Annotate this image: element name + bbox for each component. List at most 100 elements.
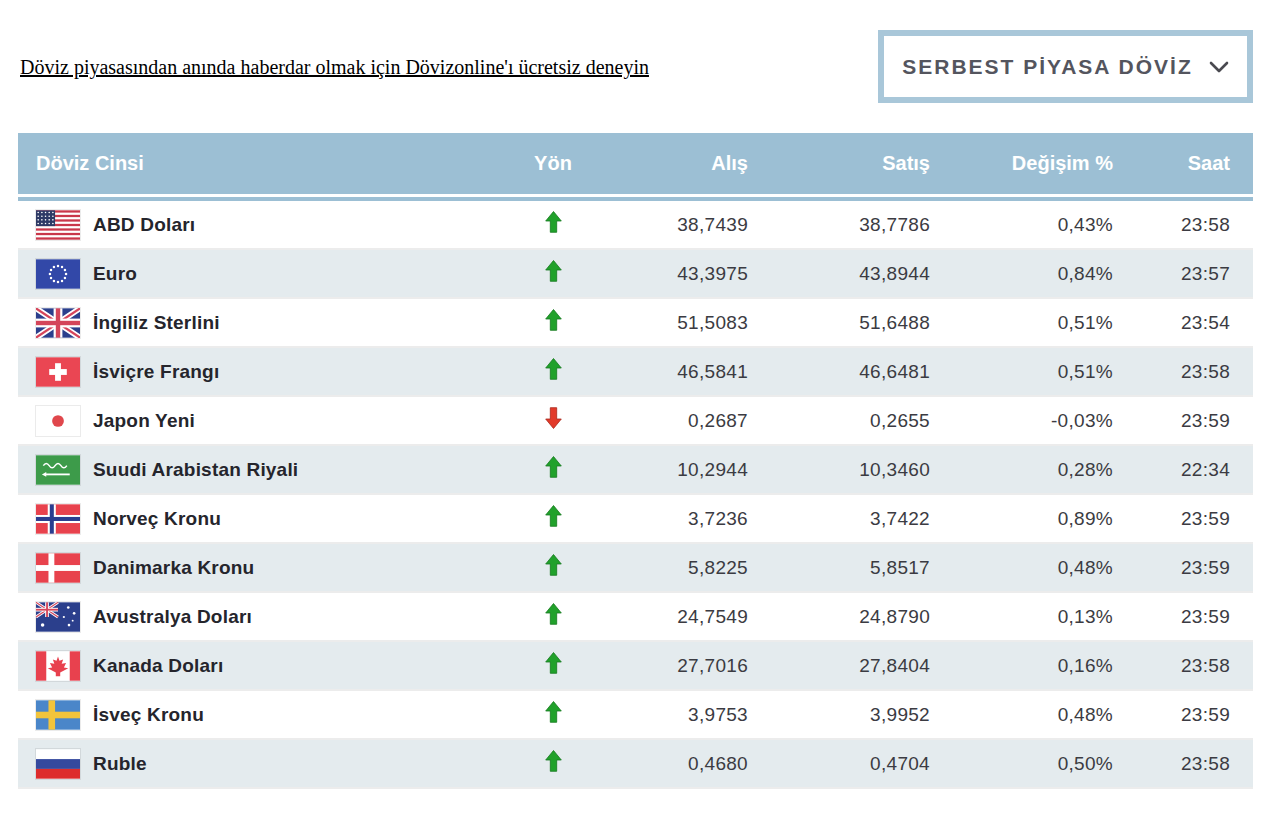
alis-cell: 38,7439 [628,197,748,250]
currency-name: Norveç Kronu [93,508,221,530]
table-row: Kanada Doları 27,7016 27,8404 0,16% 23:5… [18,642,1253,691]
currency-name: İngiliz Sterlini [93,312,220,334]
direction-cell [478,299,628,348]
currency-cell: Norveç Kronu [18,495,478,544]
saat-cell: 23:59 [1113,495,1253,544]
alis-cell: 3,9753 [628,691,748,740]
up-arrow-icon [545,260,562,282]
currency-cell: Danimarka Kronu [18,544,478,593]
satis-cell: 0,4704 [748,740,930,789]
degisim-cell: 0,84% [930,250,1113,299]
alis-cell: 27,7016 [628,642,748,691]
degisim-cell: -0,03% [930,397,1113,446]
currency-cell: Avustralya Doları [18,593,478,642]
table-row: Avustralya Doları 24,7549 24,8790 0,13% … [18,593,1253,642]
saat-cell: 23:59 [1113,544,1253,593]
saat-cell: 23:58 [1113,197,1253,250]
degisim-cell: 0,51% [930,299,1113,348]
flag-us-icon [36,210,80,240]
currency-name: İsveç Kronu [93,704,204,726]
currency-cell: ABD Doları [18,197,478,250]
direction-cell [478,495,628,544]
header-degisim: Değişim % [930,133,1113,197]
currency-cell: Euro [18,250,478,299]
degisim-cell: 0,50% [930,740,1113,789]
satis-cell: 46,6481 [748,348,930,397]
flag-ch-icon [36,357,80,387]
flag-dk-icon [36,553,80,583]
rates-table-container: Döviz Cinsi Yön Alış Satış Değişim % Saa… [18,133,1253,789]
header-saat: Saat [1113,133,1253,197]
table-row: Japon Yeni 0,2687 0,2655 -0,03% 23:59 [18,397,1253,446]
table-body: ABD Doları 38,7439 38,7786 0,43% 23:58 E… [18,197,1253,789]
chevron-down-icon [1209,61,1229,73]
flag-jp-icon [36,406,80,436]
flag-eu-icon [36,259,80,289]
direction-cell [478,197,628,250]
up-arrow-icon [545,456,562,478]
table-row: İsveç Kronu 3,9753 3,9952 0,48% 23:59 [18,691,1253,740]
satis-cell: 51,6488 [748,299,930,348]
direction-cell [478,250,628,299]
degisim-cell: 0,51% [930,348,1113,397]
table-row: ABD Doları 38,7439 38,7786 0,43% 23:58 [18,197,1253,250]
satis-cell: 43,8944 [748,250,930,299]
alis-cell: 24,7549 [628,593,748,642]
satis-cell: 3,7422 [748,495,930,544]
direction-cell [478,593,628,642]
direction-cell [478,397,628,446]
up-arrow-icon [545,309,562,331]
up-arrow-icon [545,358,562,380]
header-alis: Alış [628,133,748,197]
up-arrow-icon [545,554,562,576]
promo-link[interactable]: Döviz piyasasından anında haberdar olmak… [20,56,649,79]
direction-cell [478,740,628,789]
market-type-dropdown[interactable]: SERBEST PİYASA DÖVİZ [878,30,1253,103]
saat-cell: 23:58 [1113,740,1253,789]
table-row: İsviçre Frangı 46,5841 46,6481 0,51% 23:… [18,348,1253,397]
saat-cell: 23:57 [1113,250,1253,299]
alis-cell: 43,3975 [628,250,748,299]
table-header: Döviz Cinsi Yön Alış Satış Değişim % Saa… [18,133,1253,197]
direction-cell [478,348,628,397]
currency-cell: İsveç Kronu [18,691,478,740]
currency-cell: İngiliz Sterlini [18,299,478,348]
flag-au-icon [36,602,80,632]
saat-cell: 23:59 [1113,593,1253,642]
alis-cell: 46,5841 [628,348,748,397]
degisim-cell: 0,89% [930,495,1113,544]
degisim-cell: 0,13% [930,593,1113,642]
alis-cell: 5,8225 [628,544,748,593]
flag-no-icon [36,504,80,534]
satis-cell: 5,8517 [748,544,930,593]
rates-table: Döviz Cinsi Yön Alış Satış Değişim % Saa… [18,133,1253,789]
header-satis: Satış [748,133,930,197]
direction-cell [478,691,628,740]
currency-cell: Ruble [18,740,478,789]
table-row: Euro 43,3975 43,8944 0,84% 23:57 [18,250,1253,299]
dropdown-selected-label: SERBEST PİYASA DÖVİZ [902,55,1193,79]
currency-cell: İsviçre Frangı [18,348,478,397]
satis-cell: 27,8404 [748,642,930,691]
direction-cell [478,642,628,691]
direction-cell [478,446,628,495]
alis-cell: 0,2687 [628,397,748,446]
table-row: İngiliz Sterlini 51,5083 51,6488 0,51% 2… [18,299,1253,348]
flag-se-icon [36,700,80,730]
table-row: Ruble 0,4680 0,4704 0,50% 23:58 [18,740,1253,789]
flag-gb-icon [36,308,80,338]
saat-cell: 22:34 [1113,446,1253,495]
up-arrow-icon [545,505,562,527]
alis-cell: 10,2944 [628,446,748,495]
flag-ca-icon [36,651,80,681]
alis-cell: 0,4680 [628,740,748,789]
currency-name: Euro [93,263,137,285]
satis-cell: 0,2655 [748,397,930,446]
direction-cell [478,544,628,593]
satis-cell: 38,7786 [748,197,930,250]
saat-cell: 23:59 [1113,691,1253,740]
saat-cell: 23:58 [1113,642,1253,691]
table-row: Suudi Arabistan Riyali 10,2944 10,3460 0… [18,446,1253,495]
up-arrow-icon [545,750,562,772]
up-arrow-icon [545,701,562,723]
